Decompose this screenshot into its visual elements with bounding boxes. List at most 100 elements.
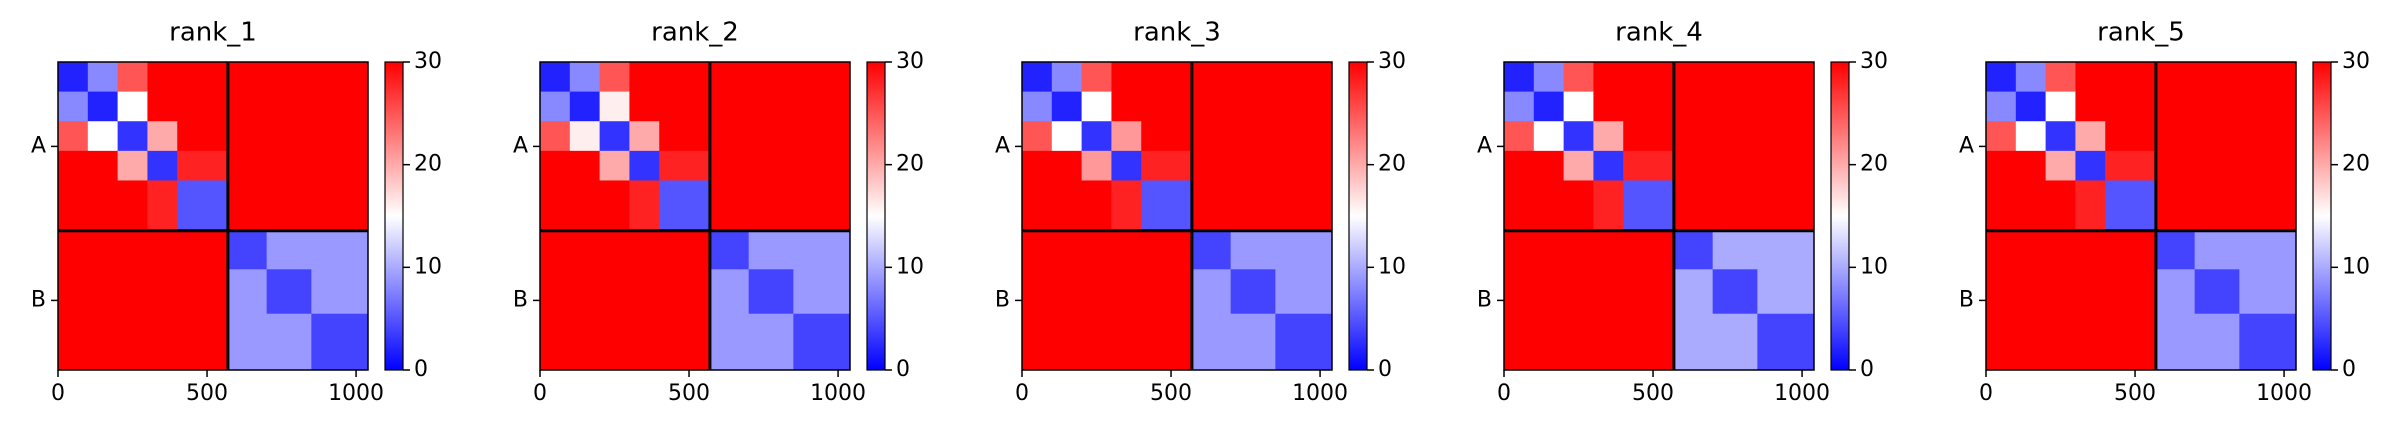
- heatmap-cell: [540, 62, 571, 93]
- heatmap-cell: [1022, 150, 1053, 181]
- heatmap-cell: [709, 230, 750, 270]
- heatmap-cell: [2015, 62, 2047, 93]
- heatmap-cell: [117, 121, 148, 152]
- heatmap-cell: [793, 180, 851, 232]
- y-tick-label: B: [31, 287, 46, 312]
- heatmap-cell: [748, 180, 794, 232]
- heatmap-cell: [1757, 180, 1815, 232]
- panel-title: rank_5: [2097, 18, 2185, 48]
- heatmap-cell: [1141, 180, 1193, 232]
- heatmap-cell: [1081, 150, 1112, 181]
- heatmap-cell: [1051, 230, 1083, 270]
- heatmap-cell: [1111, 150, 1142, 181]
- colorbar-tick-label: 10: [1860, 254, 1888, 279]
- heatmap-cell: [1275, 230, 1333, 270]
- heatmap-cell: [540, 313, 571, 371]
- heatmap-cell: [117, 62, 148, 93]
- heatmap-cell: [540, 269, 571, 315]
- heatmap-cell: [1191, 121, 1232, 152]
- panel-title: rank_2: [651, 18, 739, 48]
- heatmap-cell: [1757, 313, 1815, 371]
- axes-frame: [539, 61, 851, 371]
- heatmap-cell: [793, 230, 851, 270]
- heatmap-cell: [793, 121, 851, 152]
- heatmap-cell: [1563, 269, 1594, 315]
- heatmap-cell: [1275, 269, 1333, 315]
- heatmap-cell: [1673, 62, 1714, 93]
- heatmap-cell: [1141, 313, 1193, 371]
- heatmap-cell: [1712, 91, 1758, 122]
- heatmap-cell: [659, 313, 711, 371]
- heatmap-cell: [569, 91, 601, 122]
- heatmap-cell: [1191, 269, 1232, 315]
- heatmap-cell: [1230, 121, 1276, 152]
- heatmap-cell: [1563, 313, 1594, 371]
- heatmap-cell: [748, 230, 794, 270]
- heatmap-cell: [599, 150, 630, 181]
- heatmap-cell: [1504, 62, 1535, 93]
- heatmap-cell: [2075, 180, 2106, 232]
- heatmap-cell: [2075, 121, 2106, 152]
- heatmap-cell: [2045, 313, 2076, 371]
- heatmap-cell: [2194, 91, 2240, 122]
- colorbar: [2312, 61, 2332, 371]
- heatmap-cell: [629, 150, 660, 181]
- heatmap-cell: [87, 150, 119, 181]
- heatmap-cell: [659, 230, 711, 270]
- heatmap-cell: [1504, 269, 1535, 315]
- heatmap-cell: [709, 150, 750, 181]
- heatmap-cell: [793, 269, 851, 315]
- heatmap-cell: [311, 62, 369, 93]
- heatmap-cell: [1230, 313, 1276, 371]
- heatmap-cell: [540, 121, 571, 152]
- heatmap-cell: [1563, 230, 1594, 270]
- heatmap-cell: [227, 313, 268, 371]
- heatmap-cell: [793, 62, 851, 93]
- heatmap-cell: [1504, 180, 1535, 232]
- heatmap-cell: [1593, 230, 1624, 270]
- heatmap-cell: [2105, 313, 2157, 371]
- heatmap-cell: [569, 180, 601, 232]
- y-tick-label: B: [1477, 287, 1492, 312]
- heatmap-cell: [147, 313, 178, 371]
- heatmap-cell: [227, 91, 268, 122]
- heatmap-cell: [1275, 180, 1333, 232]
- heatmap-cell: [1673, 269, 1714, 315]
- heatmap-cell: [1563, 91, 1594, 122]
- x-tick-label: 0: [1015, 381, 1029, 406]
- heatmap-cell: [266, 313, 312, 371]
- heatmap-cell: [2194, 180, 2240, 232]
- heatmap-cell: [2015, 121, 2047, 152]
- heatmap-cell: [311, 230, 369, 270]
- heatmap-cell: [1275, 150, 1333, 181]
- heatmap-cell: [311, 313, 369, 371]
- panel: rank_5 0 500 1000 A B 0 10 20 30: [1959, 18, 2370, 407]
- heatmap-cell: [2155, 91, 2196, 122]
- heatmap-cell: [311, 91, 369, 122]
- x-tick-label: 0: [1979, 381, 1993, 406]
- x-tick-label: 1000: [1774, 381, 1830, 406]
- heatmap-cell: [1111, 62, 1142, 93]
- heatmap-cell: [1230, 180, 1276, 232]
- heatmap-cell: [1081, 91, 1112, 122]
- heatmap-cell: [2045, 230, 2076, 270]
- heatmap-cell: [599, 269, 630, 315]
- heatmap-cell: [1986, 230, 2017, 270]
- heatmap-cell: [793, 91, 851, 122]
- heatmap-cell: [2194, 150, 2240, 181]
- heatmap-cell: [709, 180, 750, 232]
- heatmap-cell: [1275, 313, 1333, 371]
- heatmap-cell: [311, 121, 369, 152]
- heatmap-cell: [2075, 269, 2106, 315]
- heatmap-cell: [569, 269, 601, 315]
- heatmap-cell: [1504, 121, 1535, 152]
- colorbar-tick-label: 30: [2342, 49, 2370, 74]
- heatmap-cell: [748, 269, 794, 315]
- heatmap-cell: [659, 62, 711, 93]
- axes-frame: [1985, 61, 2297, 371]
- y-tick-label: A: [513, 133, 528, 158]
- heatmap-cell: [659, 121, 711, 152]
- heatmap-cell: [659, 91, 711, 122]
- heatmap-cell: [1111, 180, 1142, 232]
